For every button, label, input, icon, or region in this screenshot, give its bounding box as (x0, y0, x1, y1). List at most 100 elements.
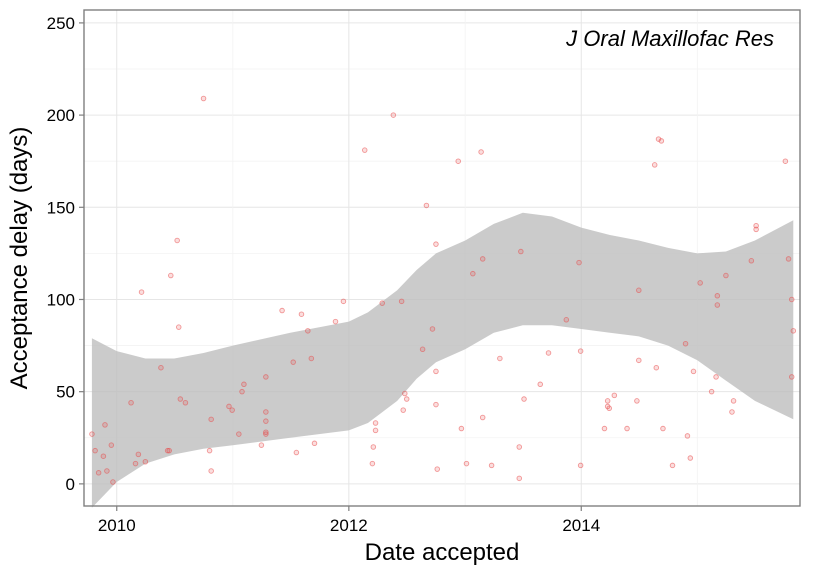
data-point (182, 399, 189, 406)
data-point (208, 468, 214, 474)
data-point (332, 318, 339, 325)
data-point (788, 374, 795, 380)
data-point (690, 368, 697, 375)
data-point (135, 451, 142, 458)
data-point (458, 425, 465, 432)
data-point (669, 462, 676, 469)
data-point (372, 427, 379, 434)
data-point (142, 458, 149, 465)
data-point (263, 431, 269, 437)
data-point (400, 407, 406, 413)
data-point (516, 475, 523, 482)
data-point (226, 403, 232, 410)
data-point (200, 95, 207, 102)
data-point (537, 381, 543, 388)
data-point (470, 270, 476, 277)
data-point (563, 317, 570, 323)
data-point (311, 440, 318, 447)
data-point (753, 226, 759, 233)
data-point (402, 390, 408, 397)
data-point (730, 398, 737, 404)
y-axis-ticks: 0 50 100 150 200 250 (47, 14, 84, 494)
x-tick-label: 2010 (98, 516, 136, 535)
data-point (497, 355, 503, 362)
data-point (653, 364, 660, 371)
data-point (658, 138, 665, 144)
data-point (108, 442, 115, 448)
data-point (611, 392, 618, 399)
data-point (290, 359, 296, 365)
data-point (166, 447, 172, 454)
data-point (687, 455, 694, 461)
x-axis-title: Date accepted (365, 539, 520, 566)
data-point (577, 462, 584, 469)
data-point (606, 405, 612, 412)
data-point (104, 468, 110, 474)
data-point (714, 302, 721, 308)
data-point (372, 420, 379, 426)
data-point (340, 298, 347, 305)
data-point (455, 158, 461, 164)
data-point (723, 272, 729, 279)
data-point (102, 422, 108, 428)
data-point (419, 346, 426, 353)
data-point (128, 399, 134, 406)
y-tick-label: 100 (47, 290, 75, 309)
data-point (521, 396, 527, 402)
data-point (369, 460, 376, 467)
y-tick-label: 50 (56, 383, 75, 402)
data-point (398, 298, 405, 305)
y-tick-label: 200 (47, 106, 75, 125)
panel-border (83, 9, 801, 507)
data-point (370, 444, 377, 450)
data-point (518, 248, 524, 255)
data-point (263, 418, 269, 424)
data-point (713, 374, 719, 380)
data-point (488, 462, 495, 469)
data-point (785, 256, 792, 262)
data-point (478, 149, 484, 155)
data-point (177, 396, 184, 402)
data-point (682, 340, 689, 347)
data-point (660, 425, 666, 432)
data-point (175, 324, 182, 330)
data-point (95, 470, 102, 476)
data-point (258, 442, 265, 448)
data-point (684, 433, 691, 439)
data-point (604, 398, 611, 404)
data-point (236, 431, 242, 437)
data-point (138, 289, 145, 295)
y-tick-label: 150 (47, 198, 75, 217)
data-points (89, 95, 797, 485)
data-point (308, 355, 315, 362)
data-point (241, 381, 247, 388)
data-point (89, 431, 95, 437)
data-point (263, 374, 269, 380)
data-point (132, 460, 139, 467)
data-point (434, 466, 440, 472)
x-tick-label: 2012 (330, 516, 368, 535)
data-point (463, 460, 470, 467)
x-axis-ticks: 2010 2012 2014 (98, 506, 600, 535)
data-point (168, 272, 174, 279)
data-point (229, 407, 235, 413)
data-point (708, 388, 715, 395)
data-point (479, 256, 486, 262)
data-point (379, 300, 385, 306)
data-point (208, 416, 214, 423)
data-point (92, 447, 98, 454)
y-tick-label: 250 (47, 14, 75, 33)
data-point (790, 328, 797, 334)
data-point (100, 453, 107, 459)
data-point (403, 396, 410, 402)
data-point (782, 158, 789, 164)
data-point (361, 147, 368, 153)
data-point (263, 409, 269, 415)
data-point (577, 348, 584, 354)
data-point (263, 429, 269, 435)
data-point (634, 398, 640, 404)
data-point (748, 258, 755, 264)
y-tick-label: 0 (66, 475, 75, 494)
data-point (545, 350, 552, 356)
